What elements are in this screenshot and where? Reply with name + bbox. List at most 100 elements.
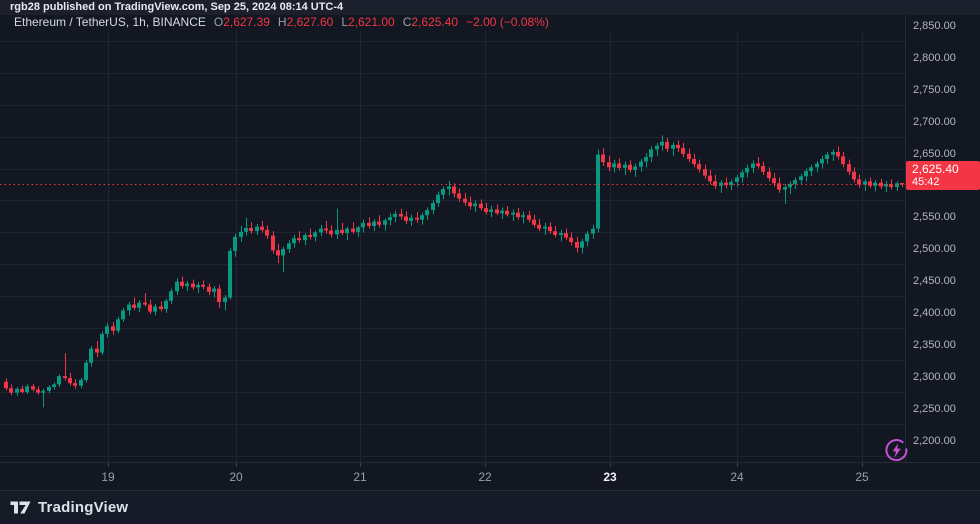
candle-body <box>831 151 835 155</box>
candle-body <box>340 229 344 234</box>
candle-body <box>495 209 499 214</box>
candle-body <box>105 326 109 334</box>
time-axis-tick <box>610 463 611 467</box>
candle-body <box>548 226 552 232</box>
candle-body <box>564 233 568 238</box>
candle-body <box>777 183 781 190</box>
candle-body <box>313 232 317 237</box>
candle-body <box>57 376 61 385</box>
candle-body <box>191 283 195 288</box>
candle-body <box>527 215 531 220</box>
candle-body <box>409 217 413 221</box>
published-bar: rgb28 published on TradingView.com, Sep … <box>0 0 980 15</box>
candle-body <box>473 203 477 207</box>
tradingview-logo-icon[interactable] <box>10 500 31 515</box>
candle-body <box>516 212 520 218</box>
candle-body <box>857 179 861 185</box>
candle-body <box>73 383 77 386</box>
candle-body <box>164 300 168 310</box>
time-axis[interactable]: 19 20 21 22 23 24 25 <box>0 462 980 490</box>
time-axis-tick <box>360 463 361 467</box>
candle-body <box>489 209 493 212</box>
candle-body <box>708 175 712 182</box>
time-axis-label: 21 <box>353 470 367 484</box>
candle-body <box>260 226 264 230</box>
candle-body <box>303 234 307 241</box>
candle-body <box>367 222 371 227</box>
candle-body <box>15 388 19 393</box>
candle-body <box>52 384 56 387</box>
candle-body <box>217 288 221 303</box>
ohlc-close: C 2,625.40 <box>402 15 459 29</box>
candle-body <box>329 230 333 235</box>
candle-body <box>863 181 867 185</box>
candle-body <box>532 219 536 225</box>
candle-body <box>767 171 771 179</box>
candlestick-chart[interactable] <box>0 15 905 477</box>
candle-body <box>852 171 856 180</box>
candle-body <box>692 158 696 165</box>
candle-body <box>804 171 808 177</box>
candle-body <box>820 158 824 164</box>
price-axis-label: 2,650.00 <box>913 147 956 160</box>
price-axis-label: 2,750.00 <box>913 83 956 96</box>
candle-body <box>687 153 691 159</box>
candle-body <box>847 164 851 172</box>
candle-body <box>879 182 883 187</box>
candle-body <box>89 348 93 363</box>
candle-body <box>271 235 275 251</box>
candle-body <box>292 238 296 244</box>
candle-body <box>436 194 440 204</box>
candle-body <box>697 164 701 170</box>
candle-body <box>169 291 173 301</box>
candle-body <box>543 226 547 229</box>
price-axis-label: 2,450.00 <box>913 275 956 288</box>
candle-body <box>233 236 237 251</box>
candle-body <box>607 162 611 168</box>
candle-body <box>100 333 104 353</box>
candle-body <box>420 215 424 220</box>
candle-body <box>249 227 253 232</box>
candle-body <box>623 164 627 168</box>
candle-body <box>25 386 29 393</box>
candle-body <box>447 186 451 190</box>
candle-body <box>633 166 637 170</box>
candle-body <box>463 198 467 203</box>
chart-pane[interactable] <box>0 15 905 477</box>
instant-data-button[interactable] <box>883 437 910 464</box>
footer-bar: TradingView <box>0 490 980 524</box>
candle-body <box>836 151 840 157</box>
price-axis[interactable]: 2,850.00 2,800.00 2,750.00 2,700.00 2,650.00… <box>905 15 980 462</box>
candle-body <box>393 213 397 218</box>
candle-body <box>601 154 605 163</box>
candle-body <box>255 226 259 232</box>
candle-body <box>479 203 483 209</box>
candle-body <box>431 203 435 211</box>
candle-body <box>900 183 904 185</box>
time-axis-tick <box>236 463 237 467</box>
candle-body <box>729 181 733 186</box>
candle-body <box>468 202 472 207</box>
symbol-title[interactable]: Ethereum / TetherUS, 1h, BINANCE <box>14 15 206 29</box>
candle-body <box>745 167 749 173</box>
candle-body <box>212 288 216 292</box>
tradingview-brand[interactable]: TradingView <box>38 499 129 516</box>
candle-body <box>31 386 35 390</box>
candle-body <box>228 250 232 298</box>
price-axis-label: 2,350.00 <box>913 339 956 352</box>
candle-body <box>159 306 163 310</box>
candle-body <box>809 167 813 172</box>
candle-body <box>457 193 461 199</box>
time-axis-tick <box>108 463 109 467</box>
published-text: rgb28 published on TradingView.com, Sep … <box>10 1 344 13</box>
candle-body <box>383 220 387 225</box>
candle-body <box>617 163 621 168</box>
candle-body <box>116 319 120 331</box>
candle-body <box>372 221 376 227</box>
candle-body <box>276 250 280 256</box>
candle-body <box>175 281 179 292</box>
candle-body <box>569 237 573 243</box>
candle-body <box>484 208 488 212</box>
candle-body <box>639 161 643 167</box>
price-axis-label: 2,500.00 <box>913 243 956 256</box>
